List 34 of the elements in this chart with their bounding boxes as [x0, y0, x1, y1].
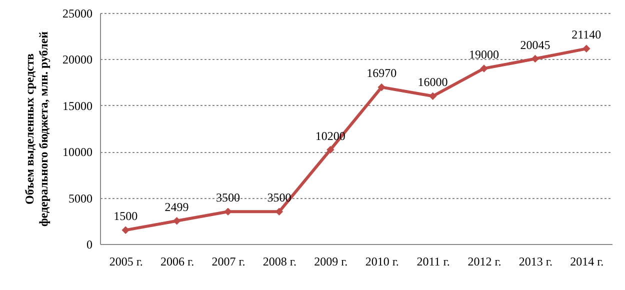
y-axis-title: Объем выделенных средств федерального бюджета, млн. рублей — [22, 31, 50, 227]
point — [428, 92, 437, 100]
data-label: 20045 — [520, 38, 550, 52]
x-tick-label: 2009 г. — [314, 254, 348, 268]
point — [531, 54, 540, 63]
x-tick-label: 2005 г. — [109, 254, 143, 268]
x-tick-label: 2008 г. — [262, 254, 296, 268]
y-tick-label: 15000 — [62, 98, 92, 113]
y-tick-label: 20000 — [62, 52, 92, 67]
x-tick-label: 2012 г. — [468, 254, 502, 268]
y-tick-label: 5000 — [68, 191, 92, 206]
point — [172, 217, 181, 225]
point — [378, 83, 386, 92]
y-tick-label: 25000 — [62, 6, 92, 20]
point — [224, 208, 232, 216]
y-tick-label: 0 — [86, 238, 92, 252]
data-label: 21140 — [572, 28, 602, 42]
y-tick-label: 10000 — [62, 145, 92, 160]
data-label: 3500 — [216, 190, 240, 205]
x-tick-label: 2013 г. — [518, 254, 552, 268]
data-label: 19000 — [469, 47, 499, 62]
data-label: 16970 — [366, 66, 397, 80]
data-label: 2499 — [164, 200, 189, 214]
x-tick-label: 2010 г. — [365, 254, 399, 268]
point — [480, 64, 488, 72]
point — [122, 226, 130, 234]
point — [326, 146, 334, 154]
x-tick-label: 2011 г. — [416, 254, 450, 268]
x-tick-label: 2006 г. — [160, 254, 194, 268]
x-tick-label: 2014 г. — [570, 254, 604, 268]
point — [582, 44, 590, 53]
x-tick-label: 2007 г. — [212, 254, 246, 268]
data-label: 1500 — [114, 209, 138, 224]
data-label: 16000 — [418, 75, 448, 90]
